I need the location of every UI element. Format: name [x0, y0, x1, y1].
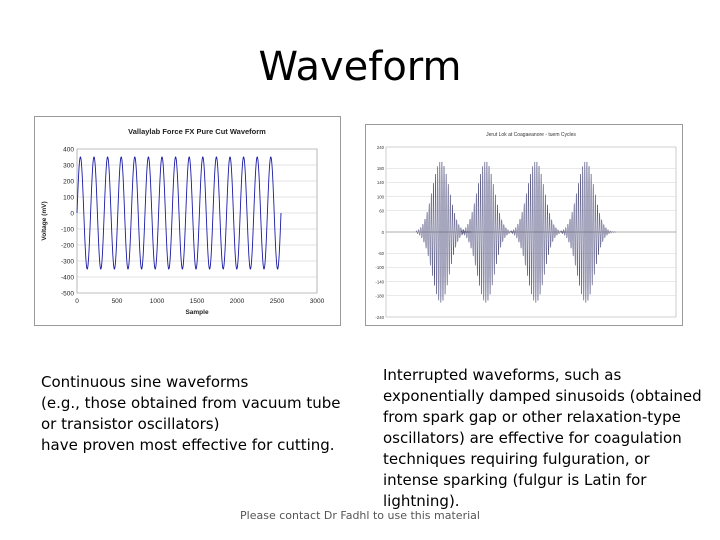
- caption-line: intense sparking (fulgur is Latin for: [383, 471, 647, 489]
- y-tick-label: 100: [377, 194, 385, 199]
- x-tick-label: 3000: [310, 298, 325, 305]
- caption-line: from spark gap or other relaxation-type: [383, 408, 681, 426]
- y-tick-label: -500: [61, 291, 74, 298]
- y-tick-label: 100: [63, 195, 74, 202]
- sine-chart-svg: Vallaylab Force FX Pure Cut Waveform 400 3…: [41, 127, 325, 316]
- x-tick-label: 0: [75, 298, 79, 305]
- caption-line: oscillators) are effective for coagulati…: [383, 429, 682, 447]
- y-tick-label: 180: [377, 166, 385, 171]
- x-tick-label: 2000: [230, 298, 245, 305]
- caption-line: techniques requiring fulguration, or: [383, 450, 650, 468]
- plot-area: [76, 148, 318, 294]
- x-tick-label: 2500: [270, 298, 285, 305]
- y-tick-label: -180: [375, 294, 384, 299]
- y-tick-label: -200: [61, 243, 74, 250]
- damped-waveform-chart: Jerut Lok at Coagaeanore - tuem Cycles 24…: [365, 124, 683, 326]
- x-tick-label: 500: [112, 298, 123, 305]
- y-tick-label: 400: [63, 147, 74, 154]
- continuous-waveform-caption: Continuous sine waveforms (e.g., those o…: [41, 372, 351, 456]
- x-tick-label: 1500: [190, 298, 205, 305]
- y-tick-label: -140: [375, 279, 384, 284]
- slide-title: Waveform: [258, 44, 462, 90]
- sine-series-line: [76, 156, 282, 270]
- caption-line: Continuous sine waveforms: [41, 373, 249, 391]
- interrupted-waveform-caption: Interrupted waveforms, such as exponenti…: [383, 365, 703, 512]
- x-tick-label: 1000: [150, 298, 165, 305]
- caption-line: have proven most effective for cutting.: [41, 436, 335, 454]
- caption-line: exponentially damped sinusoids (obtained: [383, 387, 702, 405]
- chart-title: Vallaylab Force FX Pure Cut Waveform: [128, 127, 266, 136]
- caption-line: Interrupted waveforms, such as: [383, 366, 622, 384]
- y-tick-label: 200: [63, 179, 74, 186]
- damped-chart-svg: Jerut Lok at Coagaeanore - tuem Cycles 24…: [375, 132, 677, 320]
- y-tick-label: -100: [61, 227, 74, 234]
- y-tick-label: 0: [382, 230, 385, 235]
- y-tick-label: 140: [377, 180, 385, 185]
- continuous-sine-waveform-chart: Vallaylab Force FX Pure Cut Waveform 400 3…: [34, 116, 341, 326]
- caption-line: or transistor oscillators): [41, 415, 220, 433]
- y-tick-label: -400: [61, 275, 74, 282]
- y-tick-label: 60: [379, 209, 384, 214]
- y-tick-label: -300: [61, 259, 74, 266]
- chart-title: Jerut Lok at Coagaeanore - tuem Cycles: [486, 132, 576, 138]
- y-tick-label: -100: [375, 265, 384, 270]
- x-axis-label: Sample: [185, 309, 209, 316]
- y-tick-label: 0: [70, 211, 74, 218]
- footer-note: Please contact Dr Fadhl to use this mate…: [240, 509, 480, 522]
- y-axis-label: Voltage (mV): [41, 201, 48, 240]
- y-tick-label: 240: [377, 145, 385, 150]
- y-tick-label: 300: [63, 163, 74, 170]
- y-tick-label: -240: [375, 315, 384, 320]
- caption-line: (e.g., those obtained from vacuum tube: [41, 394, 341, 412]
- caption-line: lightning).: [383, 492, 460, 510]
- y-tick-label: -60: [378, 251, 385, 256]
